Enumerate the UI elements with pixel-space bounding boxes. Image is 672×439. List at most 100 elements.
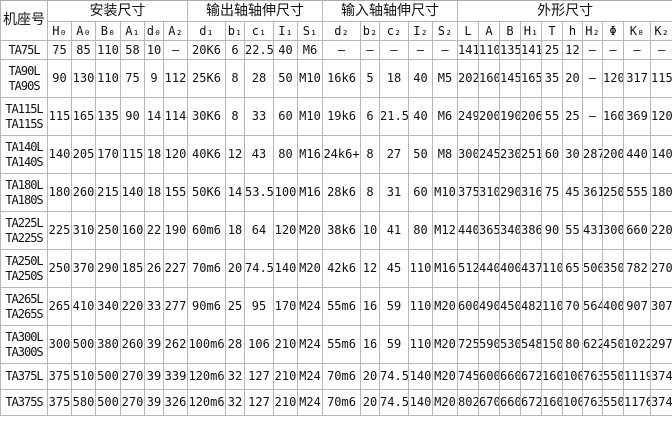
model-name: TA140L [5, 140, 43, 155]
cell: 14 [225, 173, 245, 212]
cell: 1119 [623, 363, 652, 390]
cell: 115 [650, 59, 672, 98]
cell: 300 [457, 135, 480, 174]
cell: 50 [408, 135, 434, 174]
cell: 555 [623, 173, 652, 212]
cell: 141 [520, 40, 543, 60]
column-header-15: S₂ [432, 21, 459, 41]
cell: 41 [379, 211, 410, 250]
cell: 8 [360, 173, 381, 212]
cell: 32 [225, 363, 245, 390]
cell: 510 [71, 363, 96, 390]
cell: 140 [273, 249, 298, 288]
cell: 120 [650, 97, 672, 136]
cell: 763 [582, 363, 604, 390]
cell: 150 [541, 325, 564, 364]
cell: 140 [650, 135, 672, 174]
cell: 482 [520, 287, 543, 326]
cell: 550 [602, 363, 625, 390]
cell: M16 [296, 135, 324, 174]
model-name: TA75L [8, 42, 40, 57]
cell: 440 [457, 211, 480, 250]
cell: 45 [379, 249, 410, 288]
row-label: TA375L [0, 363, 48, 390]
cell: M6 [296, 40, 324, 60]
cell: 170 [95, 135, 121, 174]
cell: 600 [457, 287, 480, 326]
cell: 160 [541, 389, 564, 416]
cell: 250 [95, 211, 121, 250]
model-name: TA140S [5, 154, 43, 169]
cell: 22.5 [244, 40, 274, 60]
cell: 135 [95, 97, 121, 136]
cell: 45 [562, 173, 584, 212]
cell: 12 [225, 135, 245, 174]
cell: 437 [520, 249, 543, 288]
cell: 18 [225, 211, 245, 250]
row-label: TA115L TA115S [0, 97, 48, 136]
cell: 190 [499, 97, 522, 136]
cell: 155 [163, 173, 188, 212]
cell: 200 [478, 97, 501, 136]
cell: 548 [520, 325, 543, 364]
table-row: TA250L TA250S 250 370 290 185 26 227 70m6 20 74.5 1… [0, 249, 672, 288]
cell: 112 [163, 59, 188, 98]
cell: 110 [541, 249, 564, 288]
cell: – [163, 40, 188, 60]
cell: 339 [163, 363, 188, 390]
cell: M20 [296, 211, 324, 250]
cell: 400 [499, 249, 522, 288]
cell: 40 [408, 97, 434, 136]
cell: 317 [623, 59, 652, 98]
cell: 374 [650, 389, 672, 416]
cell: M24 [296, 389, 324, 416]
cell: 75 [541, 173, 564, 212]
cell: 206 [520, 97, 543, 136]
cell: 375 [457, 173, 480, 212]
cell: 310 [71, 211, 96, 250]
cell: 14 [144, 97, 164, 136]
model-name: TA375S [5, 395, 43, 410]
cell: 564 [582, 287, 604, 326]
cell: 782 [623, 249, 652, 288]
cell: 18 [144, 135, 164, 174]
column-header-2: B₀ [95, 21, 121, 41]
frame-number-header: 机座号 [0, 0, 48, 41]
column-header-3: A₁ [120, 21, 145, 41]
column-header-9: I₁ [273, 21, 298, 41]
cell: M10 [296, 59, 324, 98]
cell: 300 [47, 325, 72, 364]
cell: 6 [225, 40, 245, 60]
cell: 745 [457, 363, 480, 390]
dimension-spec-table: 机座号 安装尺寸 输出轴轴伸尺寸 输入轴轴伸尺寸 外形尺寸 H₀ A₀ B₀ A₁ d₀ A₂ d… [0, 0, 672, 416]
model-name: TA115S [5, 116, 43, 131]
cell: 180 [650, 173, 672, 212]
model-name: TA375L [5, 369, 43, 384]
cell: 160 [120, 211, 145, 250]
cell: 249 [457, 97, 480, 136]
cell: M5 [432, 59, 459, 98]
cell: 40 [408, 59, 434, 98]
cell: 100 [562, 389, 584, 416]
cell: 16 [360, 325, 381, 364]
table-row: TA140L TA140S 140 205 170 115 18 120 40K6 12 43 80 M… [0, 135, 672, 174]
cell: 25K6 [187, 59, 226, 98]
column-header-1: A₀ [71, 21, 96, 41]
cell: 50 [273, 59, 298, 98]
cell: 265 [47, 287, 72, 326]
table-row: TA115L TA115S 115 165 135 90 14 114 30K6 8 33 60 M10… [0, 97, 672, 136]
cell: 145 [499, 59, 522, 98]
row-label: TA300L TA300S [0, 325, 48, 364]
column-header-12: b₂ [360, 21, 381, 41]
cell: 60m6 [187, 211, 226, 250]
cell: 431 [582, 211, 604, 250]
column-header-24: K₀ [623, 21, 652, 41]
cell: 220 [120, 287, 145, 326]
cell: 672 [520, 389, 543, 416]
cell: 270 [120, 363, 145, 390]
cell: 120 [163, 135, 188, 174]
cell: 12 [360, 249, 381, 288]
cell: 120m6 [187, 389, 226, 416]
cell: 300 [602, 211, 625, 250]
